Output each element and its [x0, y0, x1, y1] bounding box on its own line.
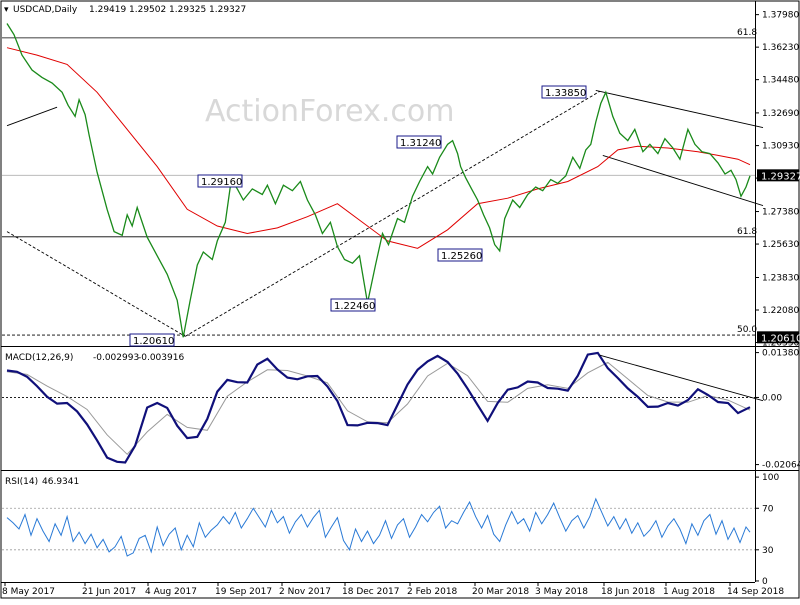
ohlc-value: 1.29327: [209, 5, 246, 15]
time-axis-label: 3 May 2018: [535, 587, 588, 597]
trendline: [595, 89, 764, 129]
time-axis-label: 18 Dec 2017: [342, 587, 400, 597]
macd-signal-line: [6, 361, 751, 456]
trendline: [185, 90, 601, 337]
time-axis-label: 21 Jun 2017: [82, 587, 136, 597]
macd-axis-label: 0.00: [762, 393, 782, 403]
price-axis-label: 1.22080: [762, 306, 799, 316]
fib-level-label: 61.8: [737, 227, 757, 237]
rsi-axis-label: 0: [762, 577, 768, 587]
price-annotation-label: 1.31240: [400, 138, 441, 149]
time-axis-label: 4 Aug 2017: [145, 587, 197, 597]
ohlc-value: 1.29325: [169, 5, 206, 15]
price-annotation-label: 1.25260: [441, 251, 482, 262]
price-annotation-box: [129, 333, 175, 347]
trendline: [6, 106, 58, 127]
price-axis-label: 1.37980: [762, 11, 799, 21]
watermark-text: ActionForex.com: [205, 94, 454, 129]
time-axis-label: 1 Aug 2018: [663, 587, 715, 597]
trendline: [6, 231, 186, 337]
price-axis-label: 1.27380: [762, 208, 799, 218]
rsi-label: RSI(14): [5, 477, 38, 487]
moving-average-line: [6, 47, 751, 249]
marked-level-box: [757, 331, 799, 344]
time-axis-label: 14 Sep 2018: [727, 587, 784, 597]
current-price-box: [757, 169, 799, 182]
price-annotation-label: 1.33850: [545, 88, 586, 99]
rsi-axis-label: 30: [762, 546, 774, 556]
price-axis-label: 1.25630: [762, 240, 799, 250]
time-axis-label: 2 Nov 2017: [279, 587, 331, 597]
rsi-axis-label: 100: [762, 473, 779, 483]
macd-main-line: [6, 351, 751, 464]
price-annotation-label: 1.29160: [201, 177, 242, 188]
price-axis-label: 1.34480: [762, 76, 799, 86]
price-annotation-label: 1.22460: [334, 301, 375, 312]
triangle-icon: ▾: [4, 5, 9, 15]
price-axis-label: 1.36230: [762, 43, 799, 53]
price-axis-label: 1.23830: [762, 273, 799, 283]
time-axis-label: 2 Feb 2018: [407, 587, 458, 597]
time-axis-label: 18 Jun 2018: [601, 587, 655, 597]
price-annotation-box: [396, 135, 442, 149]
price-series-line: [6, 23, 751, 338]
macd-axis-label: -0.020648: [762, 461, 800, 471]
price-annotation-box: [437, 248, 483, 262]
rsi-axis-label: 70: [762, 504, 774, 514]
marked-level-value: 1.20610: [761, 333, 800, 344]
ohlc-value: 1.29419: [89, 5, 126, 15]
price-annotation-box: [541, 85, 587, 99]
time-axis-label: 20 Mar 2018: [472, 587, 529, 597]
fib-level-label: 61.8: [737, 28, 757, 38]
price-axis-label: 1.32690: [762, 109, 799, 119]
macd-trendline: [599, 354, 764, 402]
macd-signal-value: -0.003916: [138, 353, 184, 363]
trendline: [602, 155, 764, 207]
price-annotation-box: [197, 174, 243, 188]
rsi-value: 46.9341: [42, 477, 79, 487]
time-axis-label: 19 Sep 2017: [215, 587, 272, 597]
price-axis-label: 1.30930: [762, 142, 799, 152]
ohlc-value: 1.29502: [129, 5, 166, 15]
fib-level-label: 50.0: [737, 325, 757, 335]
macd-axis-label: 0.013802: [762, 349, 800, 359]
rsi-line: [6, 497, 751, 557]
current-price-value: 1.29327: [761, 171, 800, 182]
price-annotation-box: [330, 298, 376, 312]
time-axis-label: 8 May 2017: [2, 587, 55, 597]
macd-value: -0.002993: [93, 353, 139, 363]
price-axis-label: 1.20330: [762, 339, 799, 349]
macd-label: MACD(12,26,9): [5, 353, 73, 363]
price-annotation-label: 1.20610: [133, 336, 174, 347]
chart-title: USDCAD,Daily: [13, 5, 78, 15]
